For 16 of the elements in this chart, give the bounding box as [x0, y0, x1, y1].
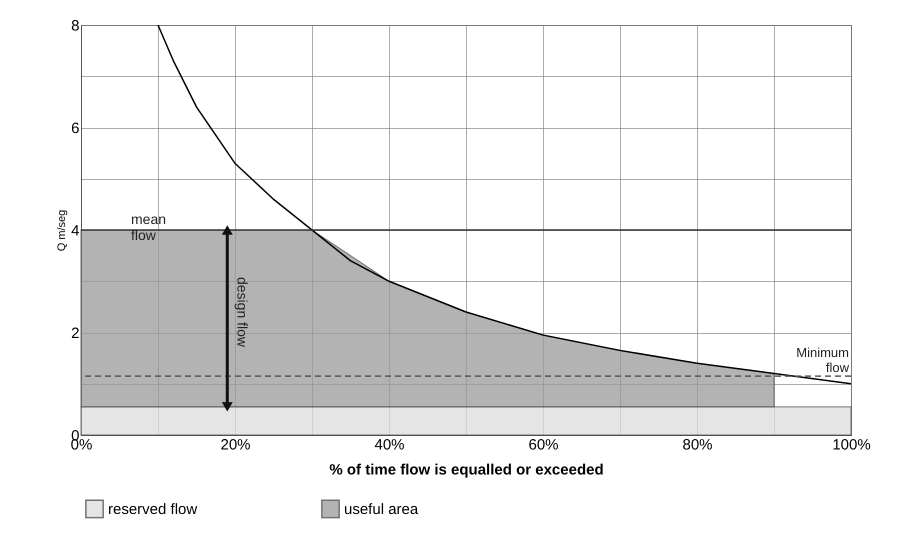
x-tick-label: 100% — [832, 436, 871, 454]
y-tick-label: 8 — [71, 18, 80, 34]
x-tick-label: 40% — [374, 436, 405, 454]
x-axis-title: % of time flow is equalled or exceeded — [329, 462, 604, 478]
y-axis-title: Q m/seg — [56, 210, 68, 252]
ref-line-label: mean flow — [131, 211, 166, 243]
annotation: design flow — [234, 276, 250, 348]
ref-line-label: Minimum flow — [796, 345, 850, 376]
legend-label: useful area — [344, 500, 419, 518]
x-tick-label: 60% — [528, 436, 559, 454]
y-tick-label: 4 — [71, 222, 80, 240]
y-tick-label: 6 — [71, 120, 80, 137]
x-tick-label: 20% — [220, 436, 251, 454]
x-tick-label: 80% — [682, 436, 713, 454]
y-tick-label: 2 — [71, 325, 80, 342]
legend-label: reserved flow — [108, 500, 198, 518]
